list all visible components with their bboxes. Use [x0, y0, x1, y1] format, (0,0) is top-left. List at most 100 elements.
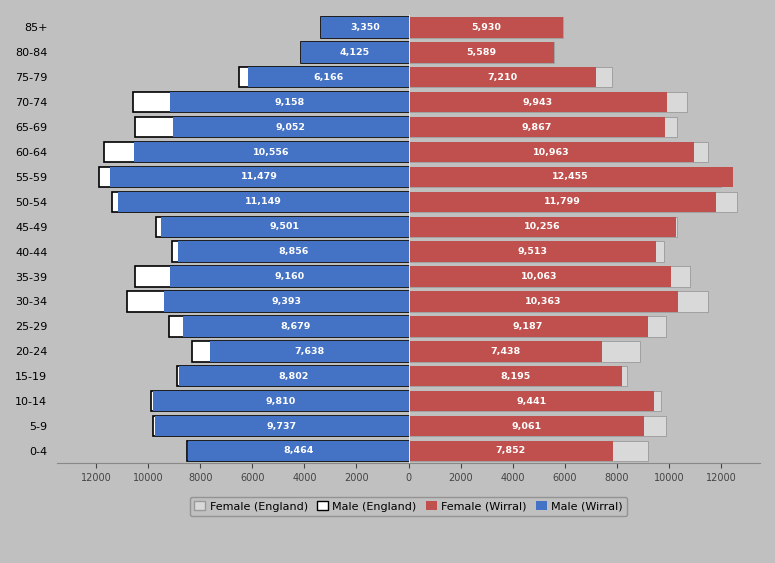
Text: 9,393: 9,393 — [271, 297, 301, 306]
Bar — [119, 191, 408, 212]
Bar — [153, 391, 408, 412]
Bar — [408, 92, 687, 113]
Bar — [178, 242, 408, 262]
Bar — [408, 191, 716, 212]
Bar — [173, 117, 408, 137]
Text: 8,856: 8,856 — [278, 247, 308, 256]
Bar — [408, 42, 554, 62]
Text: 9,513: 9,513 — [518, 247, 547, 256]
Bar — [135, 266, 408, 287]
Text: 3,350: 3,350 — [350, 23, 380, 32]
Bar — [127, 291, 408, 312]
Bar — [408, 391, 654, 412]
Text: 10,063: 10,063 — [522, 272, 558, 281]
Bar — [151, 391, 408, 412]
Text: 12,455: 12,455 — [553, 172, 589, 181]
Text: 9,052: 9,052 — [276, 123, 305, 132]
Bar — [301, 42, 408, 62]
Bar — [408, 316, 648, 337]
Text: 9,441: 9,441 — [516, 397, 546, 405]
Bar — [322, 17, 408, 38]
Bar — [134, 142, 408, 162]
Bar — [156, 217, 408, 237]
Bar — [248, 67, 408, 87]
Bar — [408, 17, 563, 38]
Text: 9,737: 9,737 — [267, 422, 297, 431]
Text: 9,501: 9,501 — [270, 222, 300, 231]
Bar — [408, 291, 708, 312]
Text: 7,638: 7,638 — [294, 347, 324, 356]
Bar — [192, 341, 408, 361]
Text: 11,479: 11,479 — [241, 172, 277, 181]
Bar — [110, 167, 408, 187]
Bar — [183, 316, 408, 337]
Bar — [408, 416, 645, 436]
Text: 7,852: 7,852 — [496, 446, 526, 455]
Bar — [408, 92, 667, 113]
Bar — [408, 242, 663, 262]
Bar — [408, 242, 656, 262]
Text: 7,438: 7,438 — [491, 347, 521, 356]
Bar — [408, 42, 554, 62]
Text: 8,679: 8,679 — [281, 322, 311, 331]
Text: 9,158: 9,158 — [274, 98, 305, 107]
Bar — [104, 142, 408, 162]
Bar — [188, 441, 408, 461]
Text: 9,187: 9,187 — [513, 322, 543, 331]
Text: 10,363: 10,363 — [525, 297, 562, 306]
Bar — [112, 191, 408, 212]
Bar — [408, 67, 611, 87]
Bar — [301, 42, 408, 62]
Bar — [408, 341, 602, 361]
Text: 9,061: 9,061 — [512, 422, 542, 431]
Text: 9,810: 9,810 — [266, 397, 296, 405]
Text: 9,160: 9,160 — [274, 272, 305, 281]
Bar — [408, 217, 676, 237]
Bar — [408, 142, 694, 162]
Bar — [179, 366, 408, 386]
Bar — [408, 341, 640, 361]
Bar — [210, 341, 408, 361]
Bar — [408, 117, 666, 137]
Bar — [408, 366, 627, 386]
Text: 10,256: 10,256 — [524, 222, 560, 231]
Text: 5,589: 5,589 — [467, 48, 496, 57]
Bar — [408, 366, 622, 386]
Bar — [188, 441, 408, 461]
Bar — [239, 67, 408, 87]
Text: 9,943: 9,943 — [523, 98, 553, 107]
Bar — [408, 291, 678, 312]
Bar — [408, 167, 721, 187]
Bar — [408, 167, 733, 187]
Text: 8,195: 8,195 — [500, 372, 530, 381]
Text: 10,556: 10,556 — [253, 148, 289, 157]
Bar — [161, 217, 408, 237]
Bar — [155, 416, 408, 436]
Text: 6,166: 6,166 — [313, 73, 343, 82]
Bar — [408, 117, 677, 137]
Text: 7,210: 7,210 — [487, 73, 518, 82]
Text: 11,799: 11,799 — [544, 198, 580, 207]
Bar — [171, 242, 408, 262]
Bar — [135, 117, 408, 137]
Bar — [408, 191, 736, 212]
Bar — [408, 17, 563, 38]
Bar — [408, 441, 648, 461]
Bar — [408, 217, 677, 237]
Bar — [408, 142, 708, 162]
Bar — [408, 391, 661, 412]
Bar — [153, 416, 408, 436]
Bar — [408, 416, 666, 436]
Text: 8,464: 8,464 — [283, 446, 314, 455]
Text: 11,149: 11,149 — [245, 198, 282, 207]
Bar — [170, 92, 408, 113]
Bar — [322, 17, 408, 38]
Bar — [408, 67, 596, 87]
Bar — [177, 366, 408, 386]
Bar — [98, 167, 408, 187]
Legend: Female (England), Male (England), Female (Wirral), Male (Wirral): Female (England), Male (England), Female… — [190, 497, 627, 516]
Bar — [408, 441, 613, 461]
Bar — [408, 266, 690, 287]
Bar — [133, 92, 408, 113]
Bar — [169, 316, 408, 337]
